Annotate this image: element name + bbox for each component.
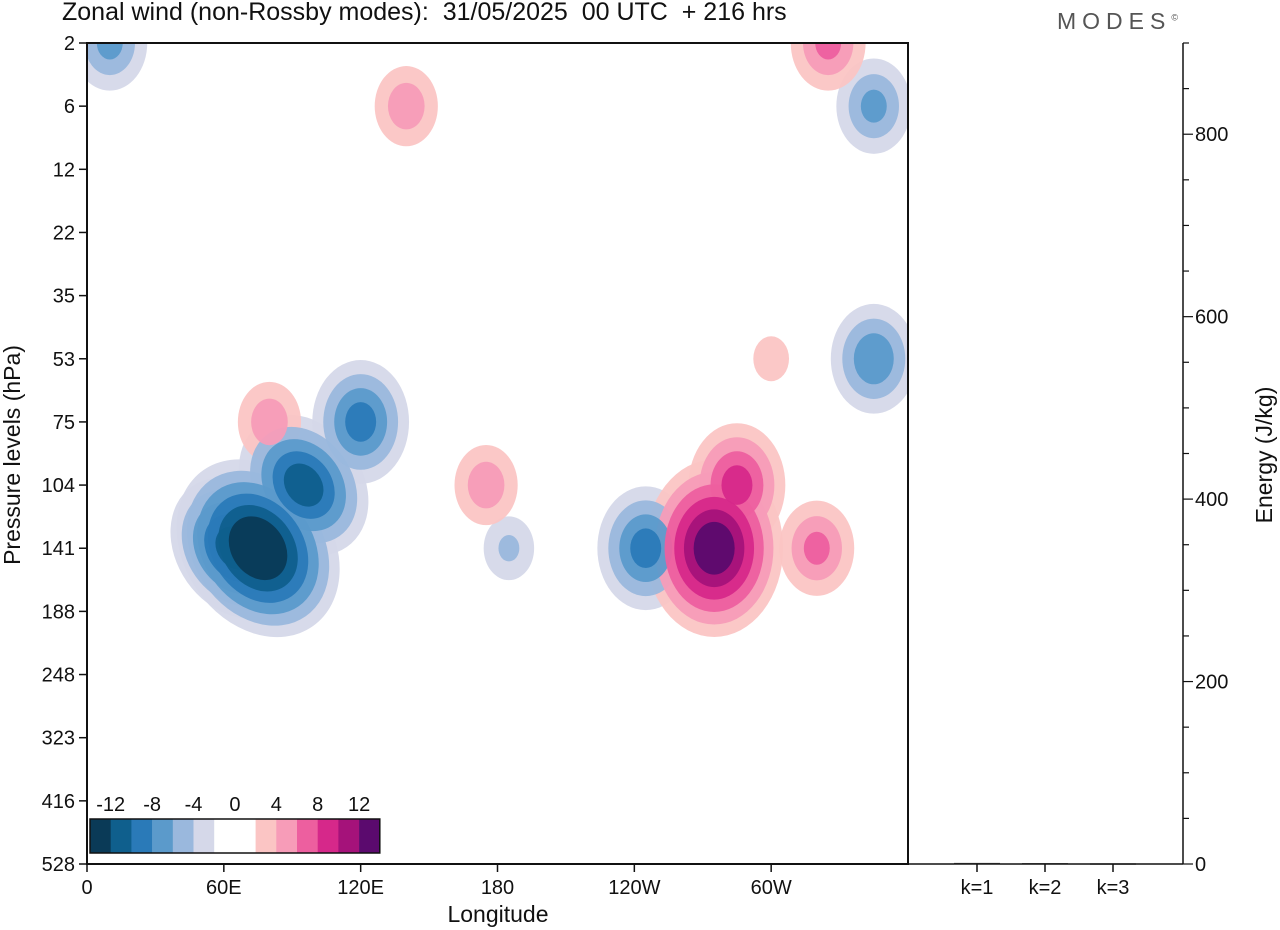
heatmap-contour bbox=[251, 398, 288, 446]
colorbar-cell bbox=[359, 819, 381, 853]
y-tick-label: 188 bbox=[42, 601, 75, 623]
colorbar-tick-label: 8 bbox=[312, 794, 323, 816]
heatmap-contour bbox=[283, 463, 324, 507]
x-tick-label: 120W bbox=[608, 877, 660, 899]
x-tick-label: 60W bbox=[751, 877, 792, 899]
y-tick-label: 248 bbox=[42, 665, 75, 687]
energy-tick-label: 200 bbox=[1195, 672, 1228, 694]
colorbar-cell bbox=[193, 819, 215, 853]
heatmap-field bbox=[87, 43, 908, 638]
energy-tick-label: 600 bbox=[1195, 307, 1228, 329]
y-tick-label: 416 bbox=[42, 791, 75, 813]
heatmap-contour bbox=[693, 521, 735, 575]
heatmap-contour bbox=[96, 43, 123, 60]
heatmap-contour bbox=[228, 516, 288, 581]
y-tick-label: 141 bbox=[42, 538, 75, 560]
colorbar-cell bbox=[172, 819, 194, 853]
heatmap-contour bbox=[860, 89, 887, 123]
colorbar-cell bbox=[234, 819, 256, 853]
brand-logo: MODES© bbox=[1057, 8, 1178, 35]
energy-category-label: k=3 bbox=[1097, 877, 1130, 899]
y-tick-label: 528 bbox=[42, 854, 75, 876]
chart-title: Zonal wind (non-Rossby modes): 31/05/202… bbox=[62, 0, 787, 26]
y-tick-label: 323 bbox=[42, 728, 75, 750]
colorbar-cell bbox=[110, 819, 132, 853]
y-tick-label: 12 bbox=[53, 159, 75, 181]
heatmap-contour bbox=[803, 531, 830, 565]
heatmap-contour bbox=[345, 402, 377, 442]
y-tick-label: 104 bbox=[42, 475, 75, 497]
colorbar-tick-label: -4 bbox=[185, 794, 203, 816]
energy-tick-label: 400 bbox=[1195, 489, 1228, 511]
energy-axis-label: Energy (J/kg) bbox=[1251, 387, 1277, 524]
x-axis: 0 60E 120E 180 120W 60W bbox=[81, 864, 792, 899]
colorbar-cell bbox=[255, 819, 277, 853]
heatmap-contour bbox=[630, 528, 662, 569]
energy-tick-label: 800 bbox=[1195, 124, 1228, 146]
heatmap-contour bbox=[815, 43, 842, 60]
y-axis-label: Pressure levels (hPa) bbox=[0, 345, 25, 565]
colorbar-tick-label: 0 bbox=[229, 794, 240, 816]
colorbar-frame bbox=[89, 818, 381, 854]
y-tick-label: 75 bbox=[53, 412, 75, 434]
brand-mark: © bbox=[1171, 12, 1178, 23]
colorbar-tick-label: 12 bbox=[348, 794, 370, 816]
colorbar-cell bbox=[317, 819, 339, 853]
heatmap-contour bbox=[498, 535, 520, 562]
heatmap-contour bbox=[753, 336, 790, 382]
colorbar-cell bbox=[297, 819, 318, 853]
energy-bar-panel: 0 200 400 600 800 k=1 k=2 k=3 bbox=[908, 42, 1228, 899]
colorbar: -12 -8 -4 0 4 8 12 bbox=[89, 780, 381, 854]
heatmap-contour bbox=[721, 465, 753, 505]
heatmap-contour bbox=[853, 333, 894, 385]
energy-bar bbox=[954, 862, 1000, 865]
x-axis-label: Longitude bbox=[447, 901, 548, 927]
x-tick-label: 120E bbox=[337, 877, 384, 899]
y-tick-label: 6 bbox=[64, 96, 75, 118]
x-tick-label: 60E bbox=[206, 877, 242, 899]
x-tick-label: 180 bbox=[481, 877, 514, 899]
colorbar-tick-label: -12 bbox=[96, 794, 125, 816]
energy-tick-label: 0 bbox=[1195, 854, 1206, 876]
brand-text: MODES bbox=[1057, 8, 1172, 34]
energy-bar bbox=[1022, 863, 1068, 865]
energy-category-label: k=1 bbox=[961, 877, 994, 899]
heatmap-contour bbox=[467, 461, 505, 509]
colorbar-cell bbox=[90, 819, 111, 853]
colorbar-cell bbox=[131, 819, 153, 853]
colorbar-background bbox=[90, 780, 380, 816]
y-tick-label: 53 bbox=[53, 349, 75, 371]
colorbar-tick-label: 4 bbox=[271, 794, 282, 816]
energy-category-label: k=2 bbox=[1029, 877, 1062, 899]
colorbar-tick-label: -8 bbox=[143, 794, 161, 816]
colorbar-cell bbox=[152, 819, 174, 853]
colorbar-cell bbox=[214, 819, 236, 853]
y-tick-label: 2 bbox=[64, 33, 75, 55]
y-tick-label: 35 bbox=[53, 286, 75, 308]
y-axis: 2 6 12 22 35 53 75 104 141 188 248 323 416 528 bbox=[42, 33, 87, 876]
x-tick-label: 0 bbox=[81, 877, 92, 899]
colorbar-cell bbox=[276, 819, 298, 853]
colorbar-cell bbox=[338, 819, 360, 853]
heatmap-contour bbox=[387, 82, 425, 130]
y-tick-label: 22 bbox=[53, 222, 75, 244]
